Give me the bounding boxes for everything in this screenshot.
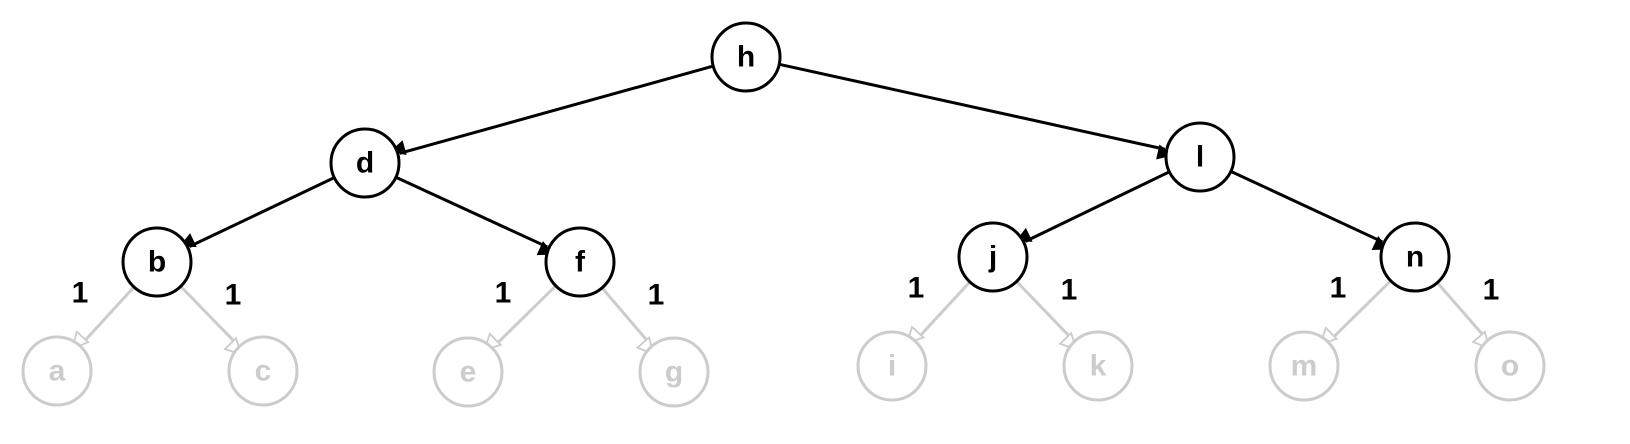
edge-b-a: [70, 286, 136, 350]
edge-line: [1015, 170, 1171, 243]
edge-line: [778, 62, 1173, 160]
edge-label-n-o: 1: [1483, 274, 1500, 307]
node-label: m: [1291, 350, 1318, 383]
edge-l-j: [1015, 170, 1171, 243]
edge-f-g: [600, 286, 655, 356]
node-circle: [1379, 221, 1451, 293]
edge-line: [70, 286, 136, 350]
node-label: a: [49, 355, 66, 388]
edge-label-f-g: 1: [648, 279, 665, 312]
node-label: k: [1090, 350, 1107, 383]
node-circle: [710, 21, 782, 93]
edge-h-l: [778, 62, 1173, 160]
edge-line: [179, 176, 335, 248]
node-circle: [1474, 330, 1546, 402]
nodes-layer: h d l b f j n a c e g i k m o: [21, 21, 1546, 408]
node-g: g: [638, 336, 710, 408]
node-label: o: [1501, 350, 1519, 383]
node-l: l: [1164, 121, 1236, 193]
edge-j-i: [905, 280, 971, 345]
node-k: k: [1062, 330, 1134, 402]
node-circle: [544, 226, 616, 298]
edge-line: [395, 175, 554, 256]
edge-label-f-e: 1: [495, 277, 512, 310]
node-e: e: [432, 336, 504, 408]
node-circle: [227, 335, 299, 407]
node-label: h: [737, 41, 755, 74]
edge-line: [179, 285, 243, 357]
node-o: o: [1474, 330, 1546, 402]
edge-label-j-k: 1: [1061, 274, 1078, 307]
edge-label-b-c: 1: [225, 279, 242, 312]
node-circle: [21, 335, 93, 407]
node-f: f: [544, 226, 616, 298]
node-label: e: [460, 356, 477, 389]
node-label: b: [148, 246, 166, 279]
edge-line: [1230, 169, 1389, 250]
edge-l-n: [1230, 169, 1389, 250]
edge-f-e: [482, 284, 557, 352]
edge-d-f: [395, 175, 554, 256]
node-label: g: [665, 356, 683, 389]
edge-line: [1436, 281, 1491, 351]
edge-d-b: [179, 176, 335, 248]
node-label: l: [1196, 141, 1204, 174]
edge-label-b-a: 1: [72, 277, 89, 310]
edge-line: [1318, 279, 1392, 346]
edge-n-m: [1318, 279, 1392, 346]
edge-label-j-i: 1: [908, 272, 925, 305]
edge-line: [905, 280, 971, 345]
edge-label-n-m: 1: [1330, 272, 1347, 305]
edge-labels-layer: 1 1 1 1 1 1 1 1: [72, 272, 1500, 312]
node-circle: [1062, 330, 1134, 402]
node-circle: [1268, 330, 1340, 402]
edge-line: [482, 284, 557, 352]
edge-b-c: [179, 285, 243, 357]
node-i: i: [856, 330, 928, 402]
node-label: i: [888, 350, 896, 383]
edges-layer: [70, 62, 1491, 357]
node-b: b: [121, 226, 193, 298]
edge-line: [1015, 280, 1078, 352]
node-label: n: [1406, 241, 1424, 274]
node-m: m: [1268, 330, 1340, 402]
node-h: h: [710, 21, 782, 93]
edge-line: [389, 64, 714, 156]
node-circle: [329, 127, 401, 199]
edge-n-o: [1436, 281, 1491, 351]
node-j: j: [957, 221, 1029, 293]
node-circle: [1164, 121, 1236, 193]
node-label: c: [255, 355, 272, 388]
node-label: j: [988, 241, 997, 274]
node-label: d: [356, 147, 374, 180]
node-circle: [856, 330, 928, 402]
node-circle: [957, 221, 1029, 293]
edge-line: [600, 286, 655, 356]
node-d: d: [329, 127, 401, 199]
node-circle: [432, 336, 504, 408]
node-a: a: [21, 335, 93, 407]
node-circle: [638, 336, 710, 408]
node-label: f: [575, 246, 586, 279]
node-circle: [121, 226, 193, 298]
edge-h-d: [389, 64, 714, 156]
edge-j-k: [1015, 280, 1078, 352]
node-c: c: [227, 335, 299, 407]
node-n: n: [1379, 221, 1451, 293]
